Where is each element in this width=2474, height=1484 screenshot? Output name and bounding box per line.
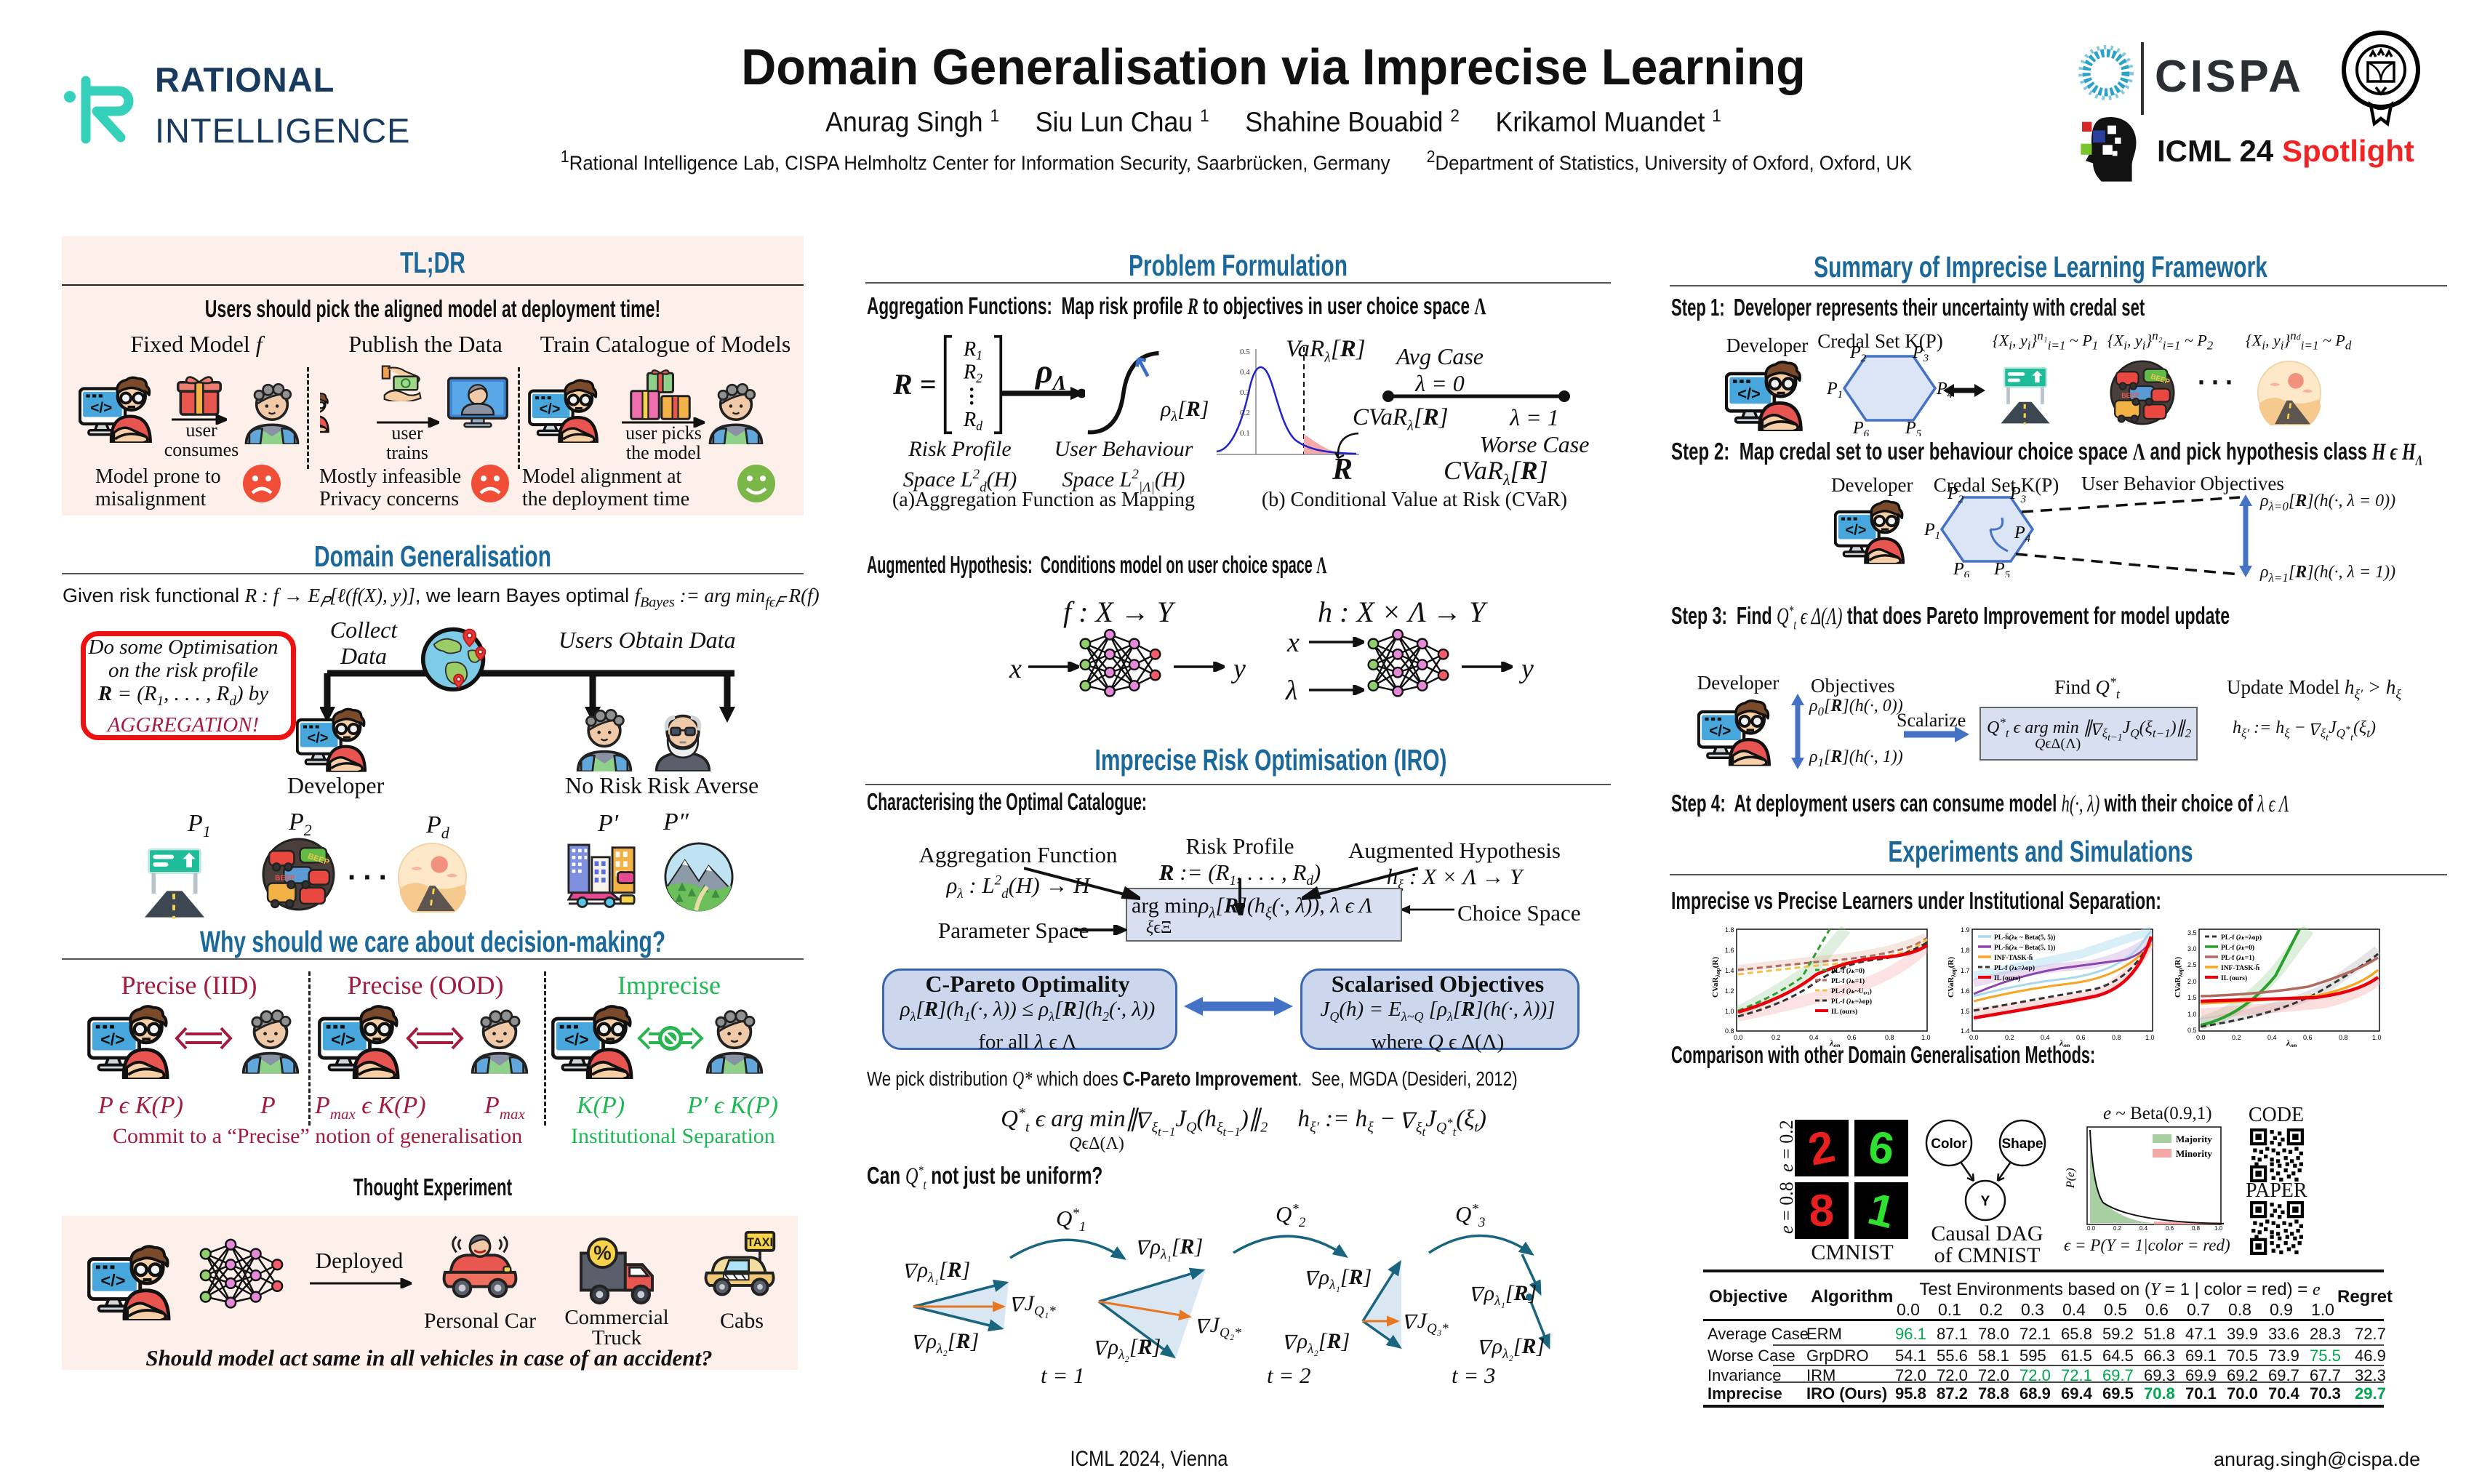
svg-text:0.2: 0.2 xyxy=(2005,1034,2014,1041)
svg-text:1.0: 1.0 xyxy=(2214,1225,2223,1231)
svg-text:0.8: 0.8 xyxy=(2192,1225,2201,1231)
svg-text:0.5: 0.5 xyxy=(2187,1027,2197,1034)
svg-text:P1: P1 xyxy=(1826,380,1843,401)
svg-text:2.0: 2.0 xyxy=(2187,978,2197,985)
svg-text:0.2: 0.2 xyxy=(2232,1034,2241,1041)
svg-text:0.3: 0.3 xyxy=(1240,388,1250,397)
svg-text:0.6: 0.6 xyxy=(2166,1225,2174,1231)
svg-text:1.0: 1.0 xyxy=(2145,1034,2155,1041)
svg-text:1.4: 1.4 xyxy=(1725,967,1734,974)
svg-text:1.0: 1.0 xyxy=(1921,1034,1931,1041)
svg-text:PL-f (λₖ=1): PL-f (λₖ=1) xyxy=(2221,954,2254,962)
svg-text:0.1: 0.1 xyxy=(1240,429,1250,438)
svg-text:0.4: 0.4 xyxy=(2267,1034,2277,1041)
svg-text:3.0: 3.0 xyxy=(2187,945,2197,952)
svg-text:Y: Y xyxy=(1981,1194,1990,1209)
svg-text:CVaRλop(R): CVaRλop(R) xyxy=(2174,957,2184,998)
svg-text:0.4: 0.4 xyxy=(2139,1225,2148,1231)
svg-text:2.5: 2.5 xyxy=(2187,961,2197,968)
svg-text:1.4: 1.4 xyxy=(1961,1027,1970,1035)
svg-text:P(e): P(e) xyxy=(2065,1168,2077,1189)
svg-text:P3: P3 xyxy=(1912,345,1929,364)
svg-text:0.4: 0.4 xyxy=(1240,368,1250,377)
svg-text:λop: λop xyxy=(2286,1038,2297,1047)
svg-text:Rd: Rd xyxy=(963,409,982,433)
svg-text:3.5: 3.5 xyxy=(2187,929,2197,936)
svg-text:CVaRλop(R): CVaRλop(R) xyxy=(1711,957,1721,998)
svg-text:P2: P2 xyxy=(1947,486,1964,505)
svg-text:1.6: 1.6 xyxy=(1961,987,1970,995)
svg-text:Shape: Shape xyxy=(2001,1136,2043,1152)
svg-text:1.7: 1.7 xyxy=(1961,967,1970,974)
svg-text:0.2: 0.2 xyxy=(2113,1225,2122,1231)
svg-text:IL (ours): IL (ours) xyxy=(2221,974,2247,982)
svg-text:Minority: Minority xyxy=(2176,1148,2212,1159)
svg-text:0.6: 0.6 xyxy=(2303,1034,2313,1041)
svg-text:PL-h̄(λₖ ~ Beta(5, 1)): PL-h̄(λₖ ~ Beta(5, 1)) xyxy=(1994,943,2055,952)
svg-text:PL-f (λₖ~U₀,₁): PL-f (λₖ~U₀,₁) xyxy=(1831,987,1872,995)
svg-text:0.8: 0.8 xyxy=(2112,1034,2121,1041)
svg-text:0.0: 0.0 xyxy=(1734,1034,1743,1041)
svg-text:1.8: 1.8 xyxy=(1961,947,1970,954)
svg-text:PL-f (λₖ=1): PL-f (λₖ=1) xyxy=(1831,977,1865,985)
svg-text:INF-TASK-h̄: INF-TASK-h̄ xyxy=(2221,963,2260,972)
svg-text:0.6: 0.6 xyxy=(1847,1034,1857,1041)
svg-text:IL (ours): IL (ours) xyxy=(1831,1008,1857,1016)
svg-text:1.9: 1.9 xyxy=(1961,926,1970,934)
svg-text:0.8: 0.8 xyxy=(1885,1034,1894,1041)
svg-text:R2: R2 xyxy=(963,361,982,386)
svg-text:CVaRλop(R): CVaRλop(R) xyxy=(1947,957,1957,998)
svg-text:Majority: Majority xyxy=(2176,1134,2212,1144)
svg-text:R1: R1 xyxy=(963,338,982,363)
svg-text:0.0: 0.0 xyxy=(2196,1034,2206,1041)
svg-text:Color: Color xyxy=(1931,1136,1967,1152)
svg-text:1.6: 1.6 xyxy=(1725,947,1734,954)
svg-text:1.5: 1.5 xyxy=(2187,994,2197,1001)
svg-text:PL-f (λₖ=0): PL-f (λₖ=0) xyxy=(1831,967,1865,975)
svg-text:1.8: 1.8 xyxy=(1725,926,1734,934)
svg-text:0.6: 0.6 xyxy=(2076,1034,2086,1041)
svg-text:PL-f (λₖ=0): PL-f (λₖ=0) xyxy=(2221,944,2254,952)
svg-text:0.4: 0.4 xyxy=(2041,1034,2050,1041)
svg-text:1.0: 1.0 xyxy=(1725,1008,1734,1015)
svg-text:1.0: 1.0 xyxy=(2187,1011,2197,1018)
svg-text:1.2: 1.2 xyxy=(1725,987,1734,995)
svg-text:PL-h̄(λₖ ~ Beta(5, 5)): PL-h̄(λₖ ~ Beta(5, 5)) xyxy=(1994,933,2055,942)
svg-text:IL (ours): IL (ours) xyxy=(1994,974,2020,982)
svg-text:0.2: 0.2 xyxy=(1240,409,1250,417)
svg-text:0.4: 0.4 xyxy=(1809,1034,1819,1041)
svg-text:0.8: 0.8 xyxy=(2339,1034,2348,1041)
svg-text:PL-f (λₖ=λop): PL-f (λₖ=λop) xyxy=(1831,998,1872,1006)
svg-text:0.2: 0.2 xyxy=(1772,1034,1781,1041)
svg-text:8: 8 xyxy=(1809,1186,1834,1236)
svg-text:0.8: 0.8 xyxy=(1725,1027,1734,1035)
svg-text:0.0: 0.0 xyxy=(2087,1225,2096,1231)
svg-text:0.5: 0.5 xyxy=(1240,348,1250,356)
svg-text:P5: P5 xyxy=(1905,419,1922,436)
svg-text:INF-TASK-h̄: INF-TASK-h̄ xyxy=(1994,953,2033,962)
svg-text:1.5: 1.5 xyxy=(1961,1008,1970,1015)
svg-text:PL-f (λₖ=λop): PL-f (λₖ=λop) xyxy=(1994,964,2035,972)
svg-text:PL-f (λₖ=λop): PL-f (λₖ=λop) xyxy=(2221,934,2262,942)
svg-text:0.0: 0.0 xyxy=(1969,1034,1979,1041)
svg-text:P2: P2 xyxy=(1849,345,1867,364)
svg-text:P1: P1 xyxy=(1923,521,1940,542)
svg-text:1.0: 1.0 xyxy=(2372,1034,2382,1041)
